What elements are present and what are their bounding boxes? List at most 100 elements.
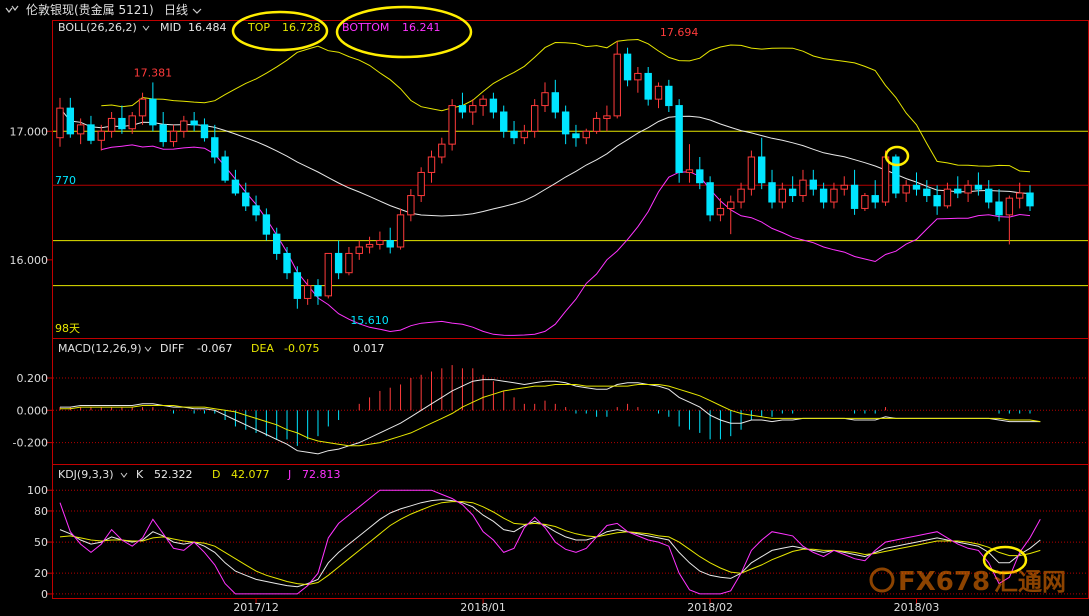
kdj-tick-label-1: 80 — [34, 505, 48, 518]
highlight-ellipses — [231, 5, 1028, 575]
macd-line-dea — [60, 384, 1041, 447]
bottom-label: BOTTOM — [342, 21, 389, 34]
candle-body-51 — [582, 130, 590, 139]
candlestick-series — [56, 41, 1034, 309]
chevron-down-icon[interactable] — [5, 5, 19, 13]
candle-body-6 — [118, 117, 126, 130]
watermark-brand: FX678 — [898, 567, 990, 597]
boll-top-line — [101, 38, 1031, 173]
candle-body-31 — [376, 240, 384, 245]
candle-body-85 — [933, 195, 941, 207]
candle-body-62 — [696, 169, 704, 184]
k-label: K — [136, 468, 144, 481]
candle-body-79 — [871, 195, 879, 203]
kdj-tick-label-2: 50 — [34, 536, 48, 549]
macd-chevron-icon[interactable] — [144, 346, 152, 352]
kdj-chevron-icon[interactable] — [120, 472, 128, 478]
top-label: TOP — [247, 21, 270, 34]
j-label: J — [287, 468, 291, 481]
candle-body-63 — [706, 182, 714, 216]
kdj-line-j — [59, 489, 1041, 595]
candle-body-73 — [809, 179, 817, 190]
d-value: 42.077 — [231, 468, 270, 481]
candle-body-44 — [510, 130, 518, 139]
candle-body-25 — [314, 285, 322, 297]
candle-body-60 — [675, 105, 683, 173]
j-value: 72.813 — [302, 468, 341, 481]
candle-body-10 — [159, 124, 167, 143]
candle-body-49 — [561, 111, 570, 135]
days-label: 98天 — [55, 322, 80, 335]
period-chevron-icon[interactable] — [192, 8, 202, 14]
boll-mid-line — [59, 107, 1031, 217]
dea-label: DEA — [251, 342, 274, 355]
candle-body-29 — [355, 246, 363, 254]
candle-body-1 — [66, 107, 75, 135]
candle-body-20 — [262, 214, 271, 235]
candle-body-37 — [438, 143, 446, 158]
candle-body-55 — [623, 53, 632, 81]
candle-body-43 — [500, 111, 508, 132]
candle-body-82 — [902, 184, 910, 194]
candle-body-87 — [954, 188, 962, 194]
left-side-value: 770 — [55, 174, 76, 187]
window-title: 伦敦银现(贵金属 5121) — [26, 2, 154, 17]
price-tick-label-1: 16.000 — [10, 254, 49, 267]
candle-body-61 — [685, 169, 694, 173]
candle-body-75 — [830, 188, 838, 203]
macd-value: 0.017 — [353, 342, 385, 355]
candle-body-86 — [943, 188, 952, 207]
boll-label[interactable]: BOLL(26,26,2) — [58, 21, 137, 34]
title-bar: 伦敦银现(贵金属 5121) 日线 — [0, 0, 1089, 20]
candle-body-45 — [520, 130, 529, 139]
candle-body-70 — [778, 188, 787, 203]
candle-body-90 — [985, 188, 993, 203]
candle-body-28 — [345, 252, 353, 274]
candle-body-68 — [758, 156, 766, 184]
candle-body-19 — [252, 205, 260, 216]
candle-body-42 — [489, 98, 498, 113]
candle-body-14 — [200, 124, 209, 139]
candle-body-72 — [799, 179, 807, 197]
price-annotation-0: 17.381 — [134, 66, 173, 79]
candle-body-69 — [768, 182, 776, 203]
macd-label[interactable]: MACD(12,26,9) — [58, 342, 142, 355]
candle-body-12 — [180, 120, 188, 132]
candle-body-66 — [737, 188, 745, 203]
d-label: D — [212, 468, 220, 481]
candle-body-81 — [892, 156, 900, 194]
period-label[interactable]: 日线 — [164, 3, 188, 17]
candle-body-92 — [1005, 197, 1014, 216]
candle-body-46 — [530, 105, 539, 132]
macd-histogram — [59, 365, 1031, 446]
candle-body-2 — [76, 124, 85, 135]
candle-body-36 — [427, 156, 436, 173]
candle-body-64 — [716, 207, 725, 216]
boll-chevron-icon[interactable] — [142, 25, 150, 31]
diff-label: DIFF — [160, 342, 184, 355]
candle-body-94 — [1026, 192, 1034, 207]
bottom-value: 16.241 — [402, 21, 441, 34]
candle-body-78 — [861, 195, 869, 209]
candle-body-24 — [303, 285, 312, 299]
candle-body-9 — [149, 98, 157, 126]
k-value: 52.322 — [154, 468, 193, 481]
candle-body-50 — [572, 133, 580, 139]
candle-body-84 — [923, 188, 931, 197]
x-tick-label-1: 2018/01 — [460, 601, 506, 614]
kdj-label[interactable]: KDJ(9,3,3) — [58, 468, 114, 481]
candle-body-34 — [407, 195, 415, 216]
candle-body-91 — [995, 201, 1003, 216]
kdj-line-k — [59, 499, 1041, 588]
bottom-highlight — [335, 5, 473, 59]
candle-body-56 — [634, 72, 642, 81]
kdj-highlight — [982, 545, 1028, 575]
mid-value: 16.484 — [188, 21, 227, 34]
candle-body-41 — [479, 98, 487, 107]
kdj-tick-label-0: 100 — [27, 484, 48, 497]
fx678-logo-icon — [869, 567, 895, 593]
top-value: 16.728 — [282, 21, 321, 34]
mid-label: MID — [160, 21, 181, 34]
watermark-suffix: 汇通网 — [994, 568, 1066, 596]
